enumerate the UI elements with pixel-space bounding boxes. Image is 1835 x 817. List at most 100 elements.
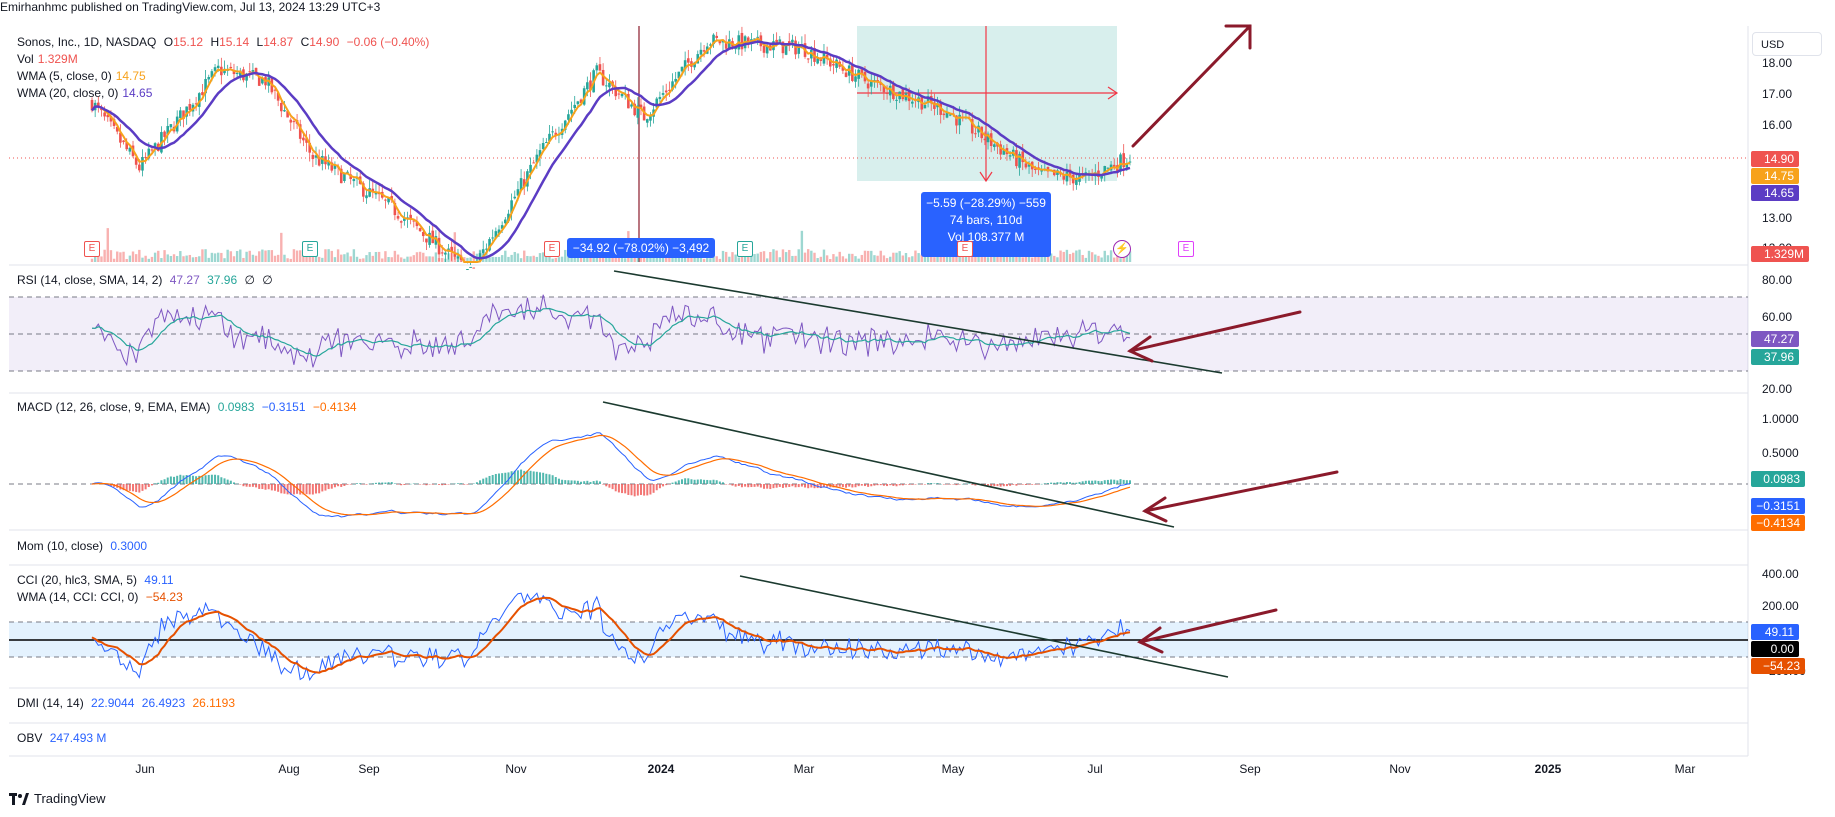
tradingview-footer[interactable]: TradingView (9, 791, 106, 806)
earnings-marker[interactable]: E (737, 241, 753, 257)
macd-hist-bar (1028, 484, 1031, 485)
currency-selector[interactable]: USD (1752, 32, 1822, 56)
earnings-marker[interactable]: E (1178, 241, 1194, 257)
macd-hist-bar (507, 472, 510, 484)
macd-legend[interactable]: MACD (12, 26, close, 9, EMA, EMA) 0.0983… (17, 400, 361, 414)
candle-body (286, 111, 289, 118)
macd-hist-bar (267, 484, 270, 490)
candle-body (311, 154, 315, 160)
volume-bar (1106, 255, 1110, 262)
macd-hist-bar (936, 483, 939, 484)
macd-hist-bar (456, 483, 459, 484)
macd-hist-bar (324, 484, 327, 491)
macd-hist-bar (277, 484, 280, 492)
macd-hist-bar (712, 479, 715, 484)
wma5-legend[interactable]: WMA (5, close, 0) 14.75 (17, 69, 150, 83)
candle-body (854, 76, 857, 82)
volume-bar (100, 256, 103, 262)
macd-hist-bar (321, 484, 324, 492)
rsi-guide-lines (9, 296, 1748, 372)
macd-hist-bar (674, 481, 677, 484)
cci-arrow (1138, 608, 1278, 644)
lightning-event-icon[interactable]: ⚡ (1113, 240, 1131, 258)
macd-hist-bar (520, 469, 523, 484)
candle-body (554, 132, 558, 136)
macd-value: −0.3151 (261, 400, 306, 414)
macd-hist-bar (434, 483, 437, 485)
volume-legend[interactable]: Vol 1.329M (17, 52, 82, 66)
volume-bar (122, 251, 125, 262)
volume-bar (286, 258, 289, 262)
dmi-legend[interactable]: DMI (14, 14) 22.9044 26.4923 26.1193 (17, 696, 239, 710)
volume-bar (936, 253, 939, 262)
macd-hist-bar (882, 484, 885, 486)
macd-hist-bar (592, 481, 595, 484)
volume-bar (598, 254, 602, 262)
candle-body (384, 199, 387, 201)
candle-body (122, 140, 125, 143)
macd-hist-bar (1053, 482, 1056, 484)
volume-bar (223, 258, 226, 262)
measure-range-box[interactable] (857, 26, 1117, 181)
annotation-arrows[interactable] (1126, 24, 1339, 654)
volume-bar (1049, 253, 1053, 262)
macd-hist-bar (318, 484, 321, 494)
candle-body (305, 138, 308, 143)
volume-bar (191, 257, 195, 262)
time-axis[interactable]: Jun Aug Sep Nov 2024 Mar May Jul Sep Nov… (0, 756, 1835, 780)
volume-bar (327, 249, 330, 262)
earnings-marker[interactable]: E (84, 241, 100, 257)
mom-legend[interactable]: Mom (10, close) 0.3000 (17, 539, 151, 553)
candle-body (210, 71, 214, 78)
macd-hist-bar (529, 470, 532, 484)
volume-bar (235, 251, 239, 262)
volume-bar (1012, 252, 1015, 262)
rsi-legend[interactable]: RSI (14, close, SMA, 14, 2) 47.27 37.96 … (17, 273, 277, 287)
macd-hist-bar (352, 483, 355, 485)
candle-body (832, 63, 835, 66)
volume-bar (901, 255, 905, 262)
macd-hist-bar (166, 477, 169, 484)
volume-bar (283, 254, 286, 262)
volume-bar (848, 253, 851, 262)
volume-bar (97, 256, 100, 262)
volume-bar (1015, 255, 1018, 262)
macd-hist-bar (583, 481, 586, 484)
volume-bar (964, 257, 968, 262)
price-axis-label: 18.00 (1762, 56, 1793, 70)
volume-bar (541, 252, 545, 262)
high-value: 15.14 (219, 35, 250, 49)
wma20-legend[interactable]: WMA (20, close, 0) 14.65 (17, 86, 156, 100)
wma20-label: WMA (20, close, 0) (17, 86, 119, 100)
symbol-legend[interactable]: Sonos, Inc., 1D, NASDAQ O15.12 H15.14 L1… (17, 35, 433, 49)
earnings-marker[interactable]: E (544, 241, 560, 257)
obv-legend[interactable]: OBV 247.493 M (17, 731, 110, 745)
candle-body (261, 78, 264, 84)
cci-wma-legend[interactable]: WMA (14, CCI: CCI, 0) −54.23 (17, 590, 187, 604)
volume-bar (106, 228, 109, 262)
candle-body (740, 32, 744, 50)
macd-hist-bar (573, 480, 576, 484)
candle-body (986, 133, 990, 143)
volume-bar (1046, 256, 1050, 262)
trend-lines[interactable] (602, 270, 1229, 678)
candle-body (535, 154, 539, 163)
candle-body (942, 113, 946, 116)
candle-body (507, 213, 510, 222)
candle-body (238, 70, 242, 76)
earnings-marker[interactable]: E (302, 241, 318, 257)
macd-hist-bar (1037, 484, 1040, 485)
vol-label: Vol (17, 52, 34, 66)
macd-hist-bar (576, 480, 579, 484)
volume-bar (649, 257, 652, 262)
macd-hist-bar (258, 484, 261, 489)
earnings-marker[interactable]: E (957, 241, 973, 257)
volume-bar (333, 257, 337, 262)
macd-hist-bar (491, 474, 494, 484)
volume-bar (680, 254, 684, 262)
macd-trendline (602, 401, 1175, 528)
cci-legend[interactable]: CCI (20, hlc3, SMA, 5) 49.11 (17, 573, 178, 587)
candle-body (109, 116, 113, 122)
macd-hist-bar (516, 470, 519, 484)
